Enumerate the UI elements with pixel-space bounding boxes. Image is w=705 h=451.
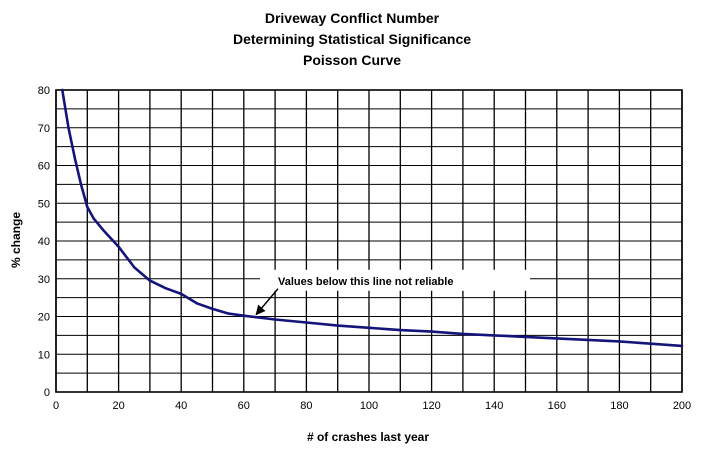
y-tick-label: 30 bbox=[38, 274, 50, 286]
data-point bbox=[226, 312, 230, 315]
x-tick-label: 0 bbox=[53, 400, 59, 412]
data-point bbox=[586, 338, 590, 342]
y-tick-label: 70 bbox=[38, 123, 50, 135]
y-tick-label: 40 bbox=[38, 236, 50, 248]
data-point bbox=[555, 337, 558, 340]
data-point bbox=[242, 314, 245, 317]
x-tick-label: 60 bbox=[238, 400, 250, 412]
annotation-arrow bbox=[255, 288, 279, 316]
data-point bbox=[67, 126, 70, 129]
data-point bbox=[399, 328, 402, 332]
plot-frame bbox=[55, 89, 683, 393]
chart-title-line-2: Determining Statistical Significance bbox=[233, 31, 471, 47]
chart-title: Driveway Conflict Number Determining Sta… bbox=[233, 10, 471, 68]
x-tick-label: 120 bbox=[422, 400, 440, 412]
data-point bbox=[680, 344, 684, 348]
data-point bbox=[524, 335, 527, 339]
data-point bbox=[367, 326, 371, 330]
y-tick-label: 50 bbox=[38, 198, 50, 210]
x-tick-label: 100 bbox=[360, 400, 378, 412]
y-tick-label: 10 bbox=[38, 349, 50, 361]
data-point bbox=[117, 245, 120, 248]
data-point bbox=[461, 332, 465, 336]
data-point bbox=[164, 286, 167, 290]
annotation-text: Values below this line not reliable bbox=[278, 276, 453, 288]
data-point bbox=[101, 228, 105, 231]
chart-title-line-3: Poisson Curve bbox=[303, 52, 401, 68]
data-point bbox=[86, 205, 89, 209]
y-tick-label: 20 bbox=[38, 312, 50, 324]
poisson-curve-line bbox=[60, 88, 684, 348]
data-point bbox=[649, 342, 652, 345]
data-point bbox=[195, 302, 199, 305]
data-point bbox=[73, 156, 76, 160]
data-point bbox=[305, 321, 308, 324]
x-tick-label: 180 bbox=[610, 400, 628, 412]
data-point bbox=[61, 88, 64, 92]
data-point bbox=[618, 340, 621, 343]
x-tick-label: 80 bbox=[300, 400, 312, 412]
data-point bbox=[336, 324, 339, 327]
y-tick-label: 80 bbox=[38, 85, 50, 97]
data-point bbox=[211, 307, 214, 311]
annotation-box bbox=[260, 269, 530, 291]
data-point bbox=[92, 217, 95, 220]
data-point bbox=[79, 183, 83, 186]
plot-area: 0 20 40 60 80 100 120 140 160 180 200 0 10 20 30 40 50 60… bbox=[38, 85, 691, 412]
y-tick-label: 0 bbox=[44, 387, 50, 399]
data-point bbox=[133, 266, 136, 269]
y-axis-label: % change bbox=[9, 212, 23, 268]
x-tick-label: 140 bbox=[485, 400, 503, 412]
x-tick-label: 200 bbox=[673, 400, 691, 412]
data-point bbox=[180, 292, 183, 296]
y-tick-label: 60 bbox=[38, 161, 50, 173]
data-point bbox=[273, 318, 277, 321]
x-axis-label: # of crashes last year bbox=[307, 430, 429, 444]
x-tick-label: 40 bbox=[175, 400, 187, 412]
x-tick-label: 20 bbox=[112, 400, 124, 412]
x-tick-label: 160 bbox=[548, 400, 566, 412]
data-point bbox=[493, 334, 496, 337]
data-point bbox=[430, 330, 433, 333]
chart-title-line-1: Driveway Conflict Number bbox=[265, 10, 440, 26]
data-point bbox=[148, 279, 152, 282]
